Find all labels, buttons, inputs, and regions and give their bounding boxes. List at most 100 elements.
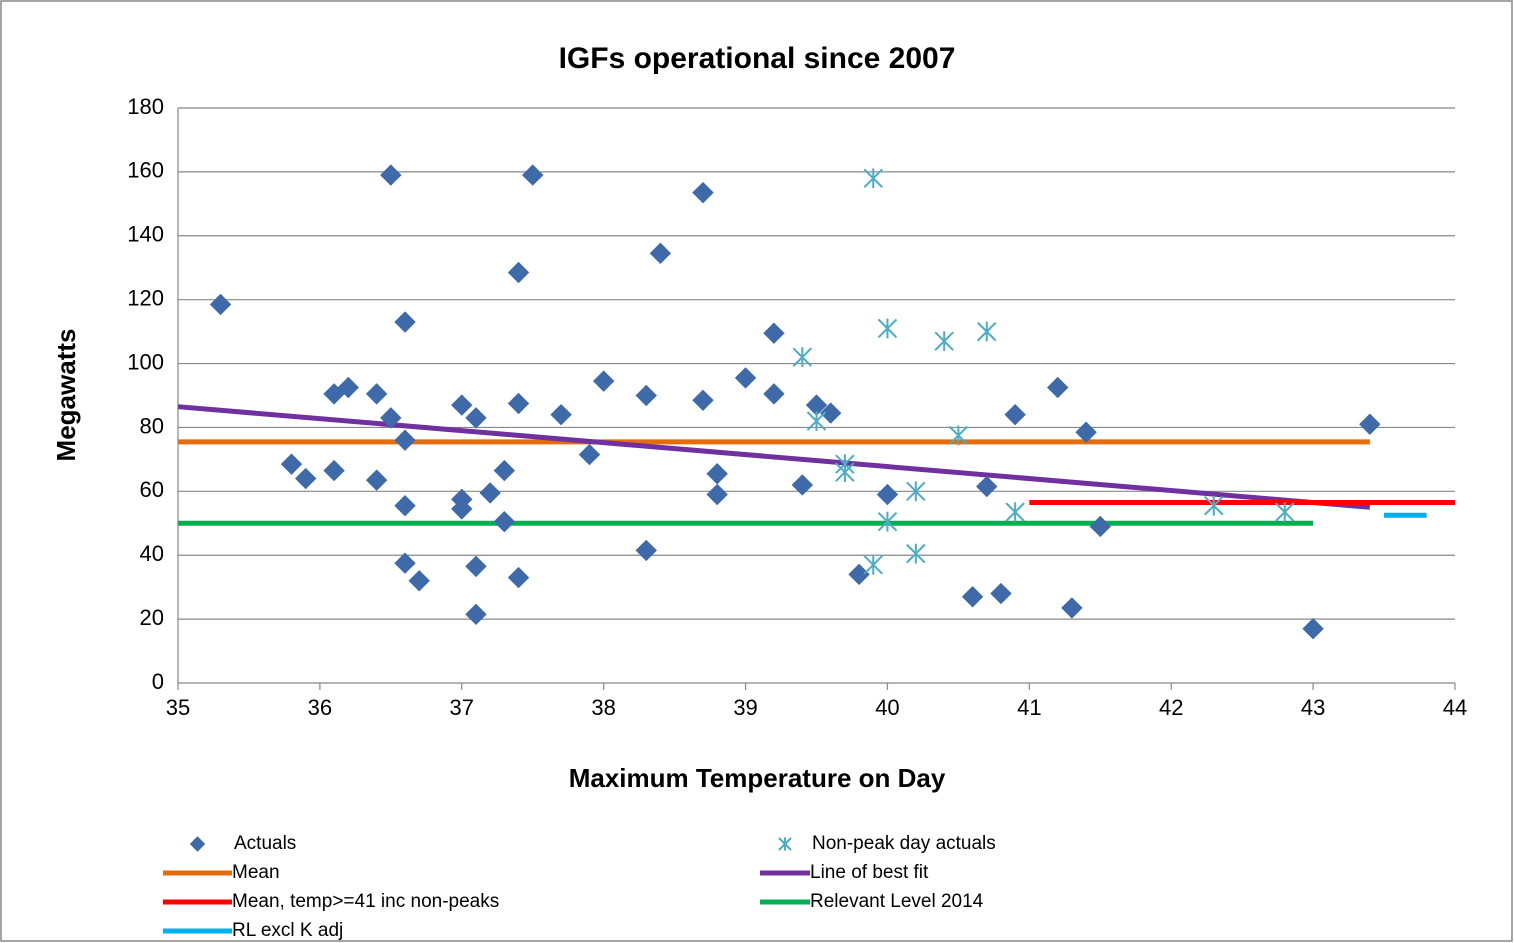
diamond [1004,403,1026,426]
point [863,554,883,575]
diamond [408,570,430,592]
diamond [493,459,516,482]
diamond [522,164,544,186]
point [1359,413,1381,435]
point [1004,403,1026,426]
y-tick-label: 60 [140,477,164,502]
point [1005,502,1025,522]
diamond [465,603,487,626]
x-tick-label: 39 [733,695,757,720]
point [763,322,785,344]
point [692,181,714,204]
point [365,469,388,491]
diamond [380,164,402,186]
diamond [394,429,416,451]
point [493,459,516,482]
point [394,429,416,451]
diamond [578,443,601,466]
diamond [976,475,998,498]
y-tick-label: 40 [140,541,164,566]
legend-label: Mean, temp>=41 inc non-peaks [232,891,499,912]
legend-item: Actuals [189,833,296,854]
diamond [649,242,672,265]
diamond [365,383,388,405]
legend-item: Non-peak day actuals [778,833,996,854]
point [493,510,516,533]
point [1089,515,1111,538]
diamond [819,402,842,424]
point [465,555,487,578]
point [280,453,303,475]
diamond [479,482,501,504]
x-tick-label: 43 [1301,695,1325,720]
diamond [394,495,416,517]
legend-label: Line of best fit [810,862,929,883]
point [976,475,998,498]
y-tick-label: 140 [127,222,164,247]
point [863,168,883,189]
diamond [209,293,232,316]
legend-item: Relevant Level 2014 [760,891,984,912]
x-tick-label: 37 [450,695,474,720]
y-tick-label: 180 [127,94,164,119]
legend-item: Line of best fit [760,862,929,883]
point [394,311,416,333]
point [465,603,487,626]
chart-title: IGFs operational since 2007 [559,42,956,75]
diamond [876,483,899,506]
point [209,293,232,316]
point [877,511,898,532]
point [408,570,430,592]
point [578,443,601,466]
diamond [380,407,402,429]
y-tick-label: 80 [140,413,164,438]
y-tick-label: 100 [127,349,164,374]
diamond [961,586,984,608]
diamond [280,453,303,475]
diamond [592,370,615,392]
diamond [189,836,206,852]
diamond [394,311,416,333]
point [522,164,544,186]
legend-label: RL excl K adj [232,920,343,941]
point [365,383,388,405]
point [380,164,402,186]
diamond [507,392,530,415]
x-tick-label: 35 [166,695,190,720]
point [706,483,728,506]
point [635,539,657,562]
point [948,425,969,446]
y-tick-label: 20 [140,605,164,630]
diamond [1061,597,1083,619]
legend-label: Mean [232,862,280,883]
point [1275,502,1295,522]
diamond [1089,515,1111,538]
point [990,582,1012,605]
point [635,384,657,407]
point [692,389,714,411]
diamond [763,322,785,344]
point [394,495,416,517]
point [1302,617,1324,640]
diamond [493,510,516,533]
x-tick-label: 40 [875,695,899,720]
diamond [635,384,657,407]
x-tick-label: 41 [1017,695,1041,720]
point [592,370,615,392]
point [934,331,954,352]
diamond [1047,376,1069,399]
x-tick-label: 44 [1443,695,1467,720]
diamond [706,483,728,506]
legend-label: Relevant Level 2014 [810,891,984,912]
legend-label: Actuals [234,833,296,854]
point [819,402,842,424]
legend-label: Non-peak day actuals [812,833,996,854]
point [835,462,855,483]
diamond [763,383,785,405]
point [806,411,827,431]
diamond [734,367,757,389]
diamond [507,566,530,589]
diamond [507,261,530,284]
